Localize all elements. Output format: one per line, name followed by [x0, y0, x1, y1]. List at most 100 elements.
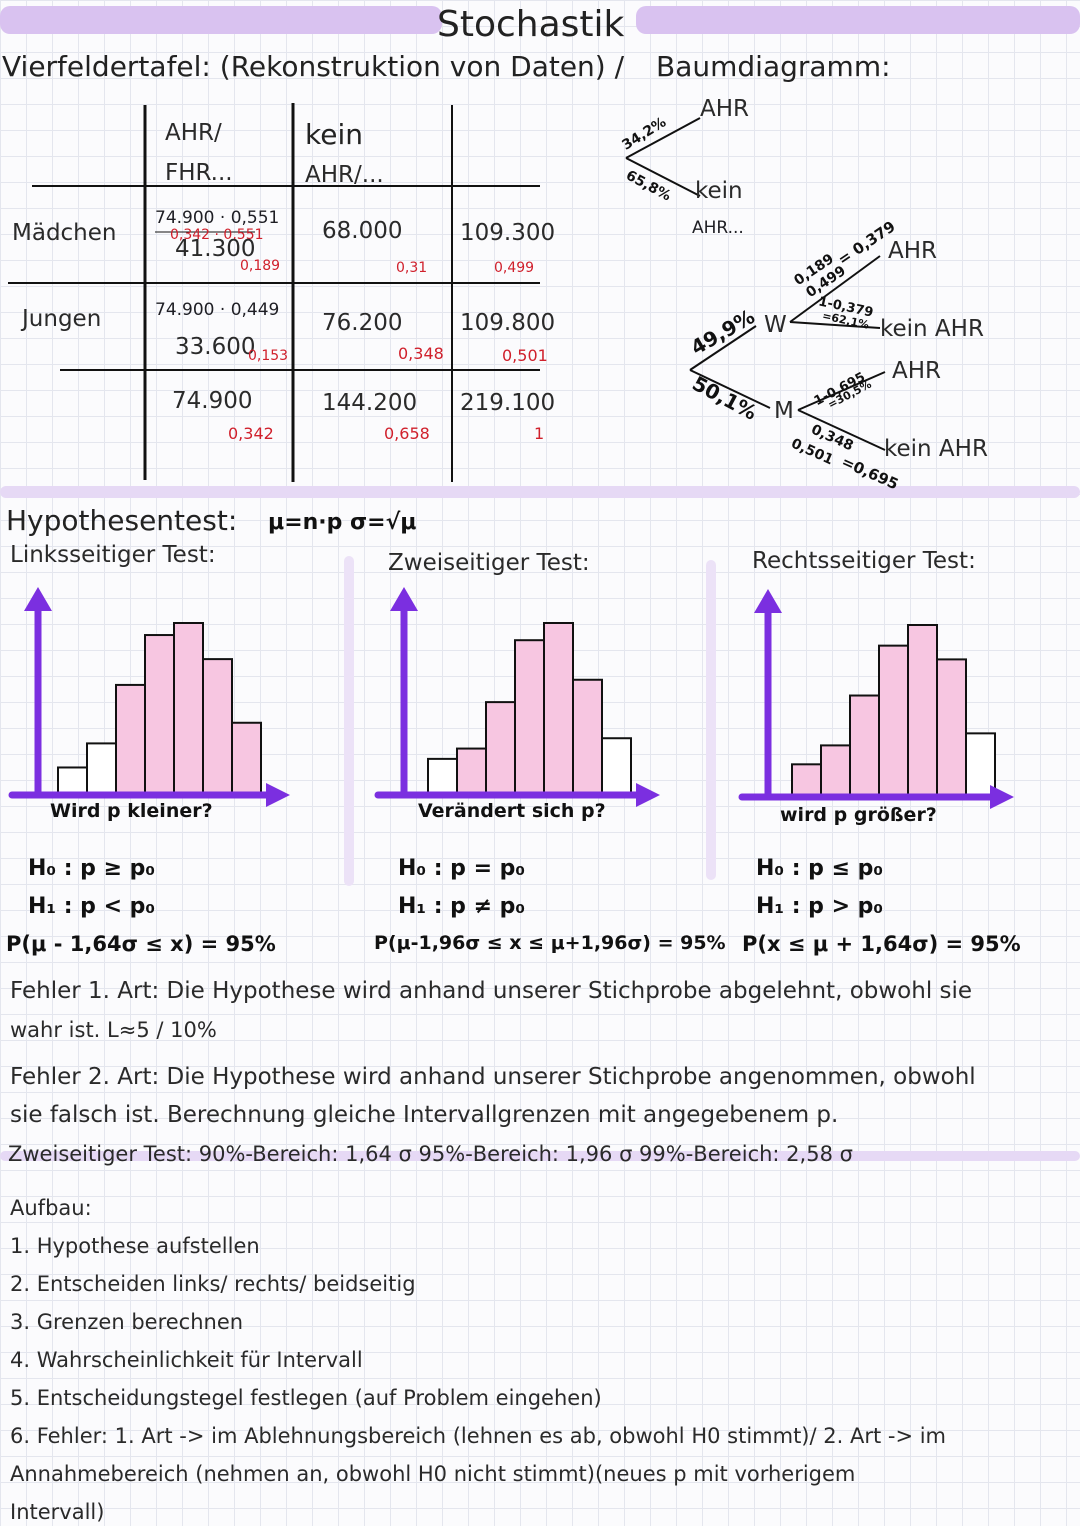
tree-m-kein: kein AHR: [884, 436, 988, 462]
r3c1-frac: 0,342: [228, 424, 274, 443]
hypothesentest-formula: μ=n·p σ=√μ: [268, 510, 417, 535]
left-h1: H₁ : p < p₀: [28, 894, 156, 919]
tree-m-label: M: [774, 398, 794, 424]
aufbau-heading: Aufbau:: [10, 1196, 92, 1220]
error-type-1b: wahr ist. L≈5 / 10%: [10, 1018, 217, 1042]
aufbau-step-6b: Annahmebereich (nehmen an, obwohl H0 nic…: [10, 1462, 856, 1486]
mid-bar-6: [572, 678, 603, 797]
right-h0: H₀ : p ≤ p₀: [756, 856, 884, 881]
tree-w-label: W: [764, 312, 787, 338]
right-y-arrow: [754, 589, 782, 613]
hypothesentest-heading: Hypothesentest:: [6, 504, 238, 537]
r3c1-value: 74.900: [172, 388, 253, 414]
error-type-2: Fehler 2. Art: Die Hypothese wird anhand…: [10, 1064, 976, 1090]
right-bar-3: [849, 694, 880, 799]
left-bar-7: [231, 721, 262, 797]
left-bar-3: [115, 683, 146, 796]
left-caption: Wird p kleiner?: [50, 800, 213, 822]
mid-bar-3: [485, 701, 516, 796]
left-y-arrow: [24, 587, 52, 611]
mid-bar-4: [514, 639, 545, 797]
error-type-1: Fehler 1. Art: Die Hypothese wird anhand…: [10, 978, 973, 1004]
r2c3-value: 109.800: [460, 310, 556, 336]
mid-h0: H₀ : p = p₀: [398, 856, 526, 881]
section-divider: [0, 486, 1080, 498]
col1-header-l1: AHR/: [165, 120, 222, 146]
left-bar-1: [57, 766, 88, 796]
tree-w-ahr: AHR: [888, 238, 938, 264]
r1c3-value: 109.300: [460, 220, 556, 246]
r2c1-value: 33.600: [175, 334, 256, 360]
mid-bar-2: [456, 747, 487, 796]
row2-label: Jungen: [22, 306, 102, 332]
r2c2-frac: 0,348: [398, 344, 444, 363]
two-sided-ranges: Zweiseitiger Test: 90%-Bereich: 1,64 σ 9…: [8, 1142, 853, 1166]
aufbau-step-3: 3. Grenzen berechnen: [10, 1310, 244, 1334]
right-bar-2: [820, 744, 851, 799]
section-divider-2: [0, 1151, 1080, 1161]
mid-y-arrow: [390, 587, 418, 611]
mid-test-title: Zweiseitiger Test:: [388, 550, 590, 576]
mid-bar-7: [601, 737, 632, 796]
mid-x-arrow: [636, 783, 660, 807]
tree-w-kein: kein AHR: [880, 316, 984, 342]
page-title: Stochastik: [437, 4, 625, 45]
left-bar-5: [173, 622, 204, 796]
right-h1: H₁ : p > p₀: [756, 894, 884, 919]
mid-bar-5: [543, 622, 574, 796]
aufbau-step-2: 2. Entscheiden links/ rechts/ beidseitig: [10, 1272, 416, 1296]
mid-caption: Verändert sich p?: [418, 800, 606, 822]
tree-kein-l2: AHR...: [692, 218, 744, 238]
left-test-title: Linksseitiger Test:: [10, 542, 216, 568]
vierfeldertafel-heading: Vierfeldertafel: (Rekonstruktion von Dat…: [2, 50, 625, 83]
r1c1-value: 41.300: [175, 236, 256, 262]
mid-bar-1: [427, 757, 458, 797]
r2c1-frac: 0,153: [248, 348, 289, 364]
col-divider-2: [706, 560, 716, 880]
mid-prob: P(μ-1,96σ ≤ x ≤ μ+1,96σ) = 95%: [374, 932, 726, 954]
left-x-arrow: [266, 783, 290, 807]
r1c3-frac: 0,499: [494, 260, 535, 276]
left-h0: H₀ : p ≥ p₀: [28, 856, 156, 881]
title-highlight-left: [0, 6, 442, 34]
col2-header-l1: kein: [305, 118, 363, 151]
right-caption: wird p größer?: [780, 804, 937, 826]
row1-label: Mädchen: [12, 220, 117, 246]
col2-header-l2: AHR/...: [305, 162, 384, 188]
title-highlight-right: [636, 6, 1080, 34]
r1c1-note: 0,342 · 0,551: [170, 227, 264, 243]
aufbau-step-4: 4. Wahrscheinlichkeit für Intervall: [10, 1348, 363, 1372]
aufbau-step-6c: Intervall): [10, 1500, 105, 1524]
r1c2-frac: 0,31: [396, 260, 428, 276]
tree-ahr: AHR: [700, 96, 750, 122]
left-prob: P(μ - 1,64σ ≤ x) = 95%: [6, 932, 276, 956]
tree-kein-l1: kein: [695, 178, 743, 204]
r3c3-frac: 1: [534, 424, 545, 443]
r3c2-value: 144.200: [322, 390, 418, 416]
right-bar-5: [907, 624, 938, 798]
baumdiagramm-heading: Baumdiagramm:: [656, 50, 891, 83]
aufbau-step-6: 6. Fehler: 1. Art -> im Ablehnungsbereic…: [10, 1424, 947, 1448]
right-prob: P(x ≤ μ + 1,64σ) = 95%: [742, 932, 1021, 956]
right-bar-6: [936, 658, 967, 799]
r1c1-calc: 74.900 · 0,551: [155, 208, 280, 228]
r3c3-value: 219.100: [460, 390, 556, 416]
mid-h1: H₁ : p ≠ p₀: [398, 894, 526, 919]
r3c2-frac: 0,658: [384, 424, 430, 443]
left-bar-6: [202, 658, 233, 796]
aufbau-step-1: 1. Hypothese aufstellen: [10, 1234, 260, 1258]
r2c2-value: 76.200: [322, 310, 403, 336]
r2c1-calc: 74.900 · 0,449: [155, 300, 280, 320]
right-bar-1: [791, 763, 822, 799]
right-test-title: Rechtsseitiger Test:: [752, 548, 976, 574]
right-bar-4: [878, 644, 909, 799]
r1c2-value: 68.000: [322, 218, 403, 244]
col-divider-1: [344, 556, 354, 886]
left-bar-4: [144, 634, 175, 796]
right-x-arrow: [990, 785, 1014, 809]
left-bar-2: [86, 742, 117, 797]
col1-header-l2: FHR...: [165, 160, 233, 186]
r1c1-frac: 0,189: [240, 258, 281, 274]
